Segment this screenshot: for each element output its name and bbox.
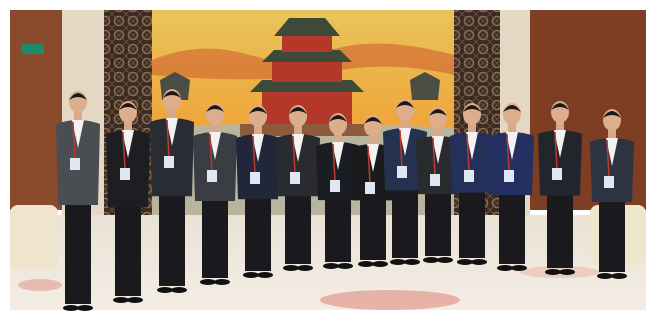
neck <box>168 110 176 118</box>
legs <box>547 186 573 268</box>
badge <box>290 172 300 184</box>
neck <box>211 124 219 132</box>
neck <box>468 124 476 132</box>
badge <box>604 176 614 188</box>
neck <box>254 126 262 134</box>
shoe <box>511 265 527 271</box>
legs <box>459 183 485 258</box>
shoe <box>471 259 487 265</box>
wood-wall <box>10 10 62 210</box>
neck <box>334 134 342 142</box>
shoe <box>437 257 453 263</box>
page: (() => { const ns = 'http://www.w3.org/2… <box>0 0 656 316</box>
badge <box>120 168 130 180</box>
shoe <box>323 263 339 269</box>
badge <box>397 166 407 178</box>
shoe <box>200 279 216 285</box>
shoe <box>611 273 627 279</box>
shoe <box>423 257 439 263</box>
legs <box>202 191 228 278</box>
carpet-flower <box>320 290 460 310</box>
neck <box>556 122 564 130</box>
neck <box>124 122 132 130</box>
photo <box>0 0 656 316</box>
legs <box>159 186 185 286</box>
shoe <box>457 259 473 265</box>
badge <box>164 156 174 168</box>
legs <box>499 185 525 264</box>
shoe <box>113 297 129 303</box>
carpet-flower <box>18 279 62 291</box>
shoe <box>214 279 230 285</box>
shoe <box>597 273 613 279</box>
neck <box>608 130 616 138</box>
exit-sign <box>22 44 44 54</box>
legs <box>245 189 271 271</box>
legs <box>425 184 451 256</box>
shoe <box>358 261 374 267</box>
badge <box>430 174 440 186</box>
neck <box>74 112 82 120</box>
badge <box>330 180 340 192</box>
shoe <box>559 269 575 275</box>
neck <box>508 124 516 132</box>
shoe <box>283 265 299 271</box>
legs <box>325 190 351 262</box>
badge <box>70 158 80 170</box>
badge <box>365 182 375 194</box>
shoe <box>545 269 561 275</box>
legs <box>285 186 311 264</box>
shoe <box>157 287 173 293</box>
shoe <box>243 272 259 278</box>
neck <box>434 128 442 136</box>
shoe <box>127 297 143 303</box>
shoe <box>297 265 313 271</box>
neck <box>401 120 409 128</box>
shoe <box>497 265 513 271</box>
badge <box>207 170 217 182</box>
shoe <box>257 272 273 278</box>
shoe <box>404 259 420 265</box>
badge <box>504 170 514 182</box>
shoe <box>337 263 353 269</box>
neck <box>369 136 377 144</box>
legs <box>360 190 386 260</box>
shoe <box>63 305 79 311</box>
shoe <box>372 261 388 267</box>
neck <box>294 126 302 134</box>
legs <box>392 180 418 258</box>
badge <box>250 172 260 184</box>
badge <box>552 168 562 180</box>
legs <box>65 195 91 304</box>
legs <box>115 197 141 296</box>
shoe <box>390 259 406 265</box>
shoe <box>77 305 93 311</box>
shoe <box>171 287 187 293</box>
legs <box>599 192 625 272</box>
badge <box>464 170 474 182</box>
sofa <box>10 205 58 270</box>
